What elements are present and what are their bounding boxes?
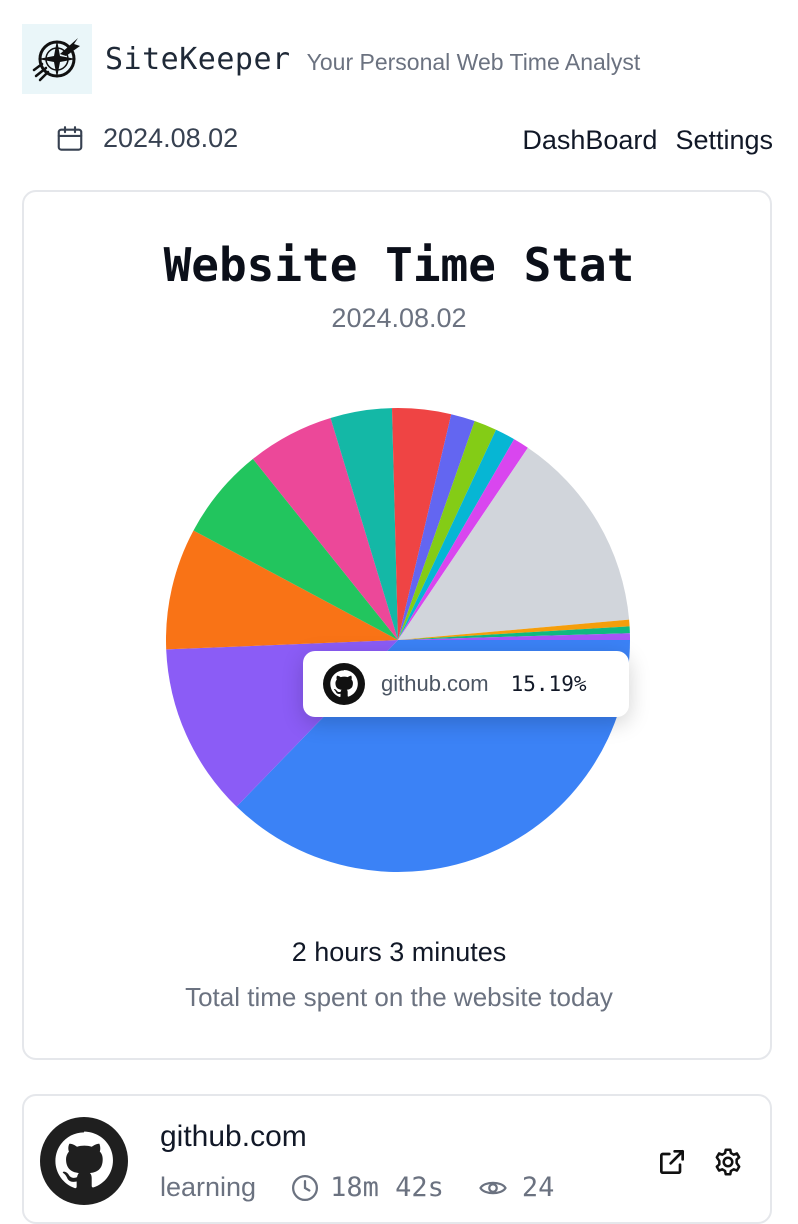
calendar-icon — [57, 125, 83, 151]
app-header: SiteKeeper Your Personal Web Time Analys… — [22, 24, 640, 94]
compass-plane-icon — [32, 38, 80, 82]
chart-tooltip: github.com 15.19% — [303, 651, 629, 717]
site-category: learning — [160, 1172, 257, 1202]
pie-slice-13[interactable] — [398, 626, 630, 640]
site-name: github.com — [160, 1120, 307, 1153]
nav-settings[interactable]: Settings — [675, 125, 773, 155]
app-logo — [22, 24, 92, 94]
tooltip-percent: 15.19% — [510, 672, 587, 696]
site-visits: 24 — [521, 1172, 555, 1203]
total-time: 2 hours 3 minutes — [291, 937, 507, 967]
nav-dashboard[interactable]: DashBoard — [522, 125, 658, 155]
current-date: 2024.08.02 — [103, 123, 239, 153]
stat-card-title: Website Time Stat — [163, 238, 635, 292]
external-link-icon[interactable] — [656, 1146, 688, 1178]
pie-slice-2[interactable] — [165, 530, 398, 650]
pie-slice-8[interactable] — [398, 421, 497, 640]
pie-slice-9[interactable] — [398, 429, 515, 640]
pie-slice-6[interactable] — [391, 408, 452, 640]
tooltip-site: github.com — [381, 671, 489, 696]
top-nav: DashBoard Settings — [522, 125, 773, 156]
date-selector[interactable]: 2024.08.02 — [55, 123, 238, 154]
site-duration: 18m 42s — [330, 1172, 444, 1203]
pie-slice-14[interactable] — [398, 633, 630, 640]
gear-icon[interactable] — [712, 1146, 744, 1178]
github-icon — [323, 663, 365, 705]
pie-chart — [165, 408, 630, 872]
pie-slice-3[interactable] — [193, 458, 398, 640]
pie-slice-10[interactable] — [398, 439, 528, 640]
pie-slice-4[interactable] — [252, 418, 398, 640]
pie-slice-12[interactable] — [398, 619, 630, 640]
clock-icon — [292, 1174, 319, 1201]
pie-slice-5[interactable] — [330, 408, 398, 640]
github-icon — [40, 1117, 128, 1205]
stat-card-date: 2024.08.02 — [331, 303, 467, 333]
eye-icon — [479, 1181, 507, 1194]
app-tagline: Your Personal Web Time Analyst — [306, 48, 641, 75]
pie-slice-github-com[interactable] — [398, 447, 630, 640]
pie-slice-7[interactable] — [398, 414, 475, 640]
site-meta: learning 18m 42s 24 — [160, 1172, 554, 1203]
total-time-label: Total time spent on the website today — [185, 982, 613, 1012]
row-actions — [656, 1146, 744, 1178]
app-name: SiteKeeper — [105, 41, 291, 77]
